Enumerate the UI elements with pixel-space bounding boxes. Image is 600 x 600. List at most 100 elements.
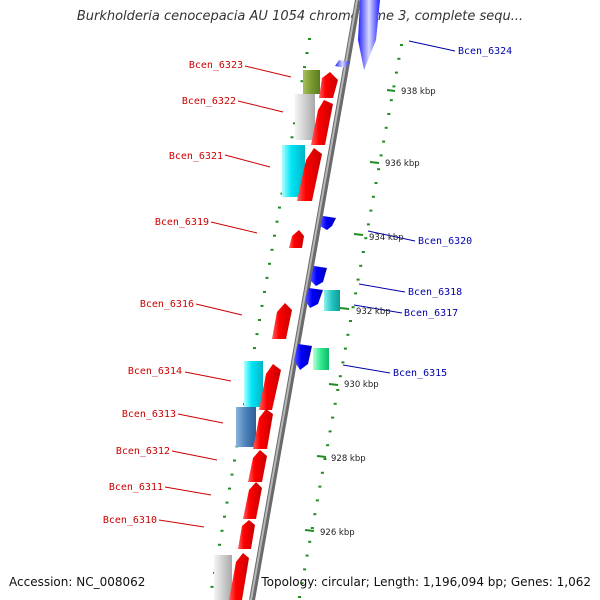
scale-dot bbox=[293, 122, 296, 125]
gene-arrow[interactable] bbox=[310, 266, 327, 286]
scale-dot bbox=[366, 223, 370, 226]
scale-dot bbox=[230, 473, 234, 476]
gene-label-bcen-6322[interactable]: Bcen_6322 bbox=[182, 96, 236, 107]
scale-label: 936 kbp bbox=[385, 159, 420, 169]
scale-dot bbox=[318, 485, 322, 488]
gene-label-bcen-6315[interactable]: Bcen_6315 bbox=[393, 368, 447, 379]
gene-label-bcen-6320[interactable]: Bcen_6320 bbox=[418, 236, 472, 247]
scale-dot bbox=[210, 585, 214, 588]
gene-arrow[interactable] bbox=[289, 230, 304, 248]
gene-box[interactable] bbox=[303, 70, 320, 94]
gene-label-bcen-6311[interactable]: Bcen_6311 bbox=[109, 482, 163, 493]
scale-dot bbox=[270, 248, 274, 251]
gene-arrow[interactable] bbox=[305, 288, 323, 308]
gene-box[interactable] bbox=[313, 348, 329, 370]
scale-dot bbox=[300, 80, 304, 83]
outer-dot-track bbox=[298, 44, 403, 598]
gene-arrow[interactable] bbox=[294, 344, 312, 370]
scale-dot bbox=[300, 582, 304, 585]
gene-arrow[interactable] bbox=[272, 303, 292, 339]
gene-label-bcen-6310[interactable]: Bcen_6310 bbox=[103, 515, 157, 526]
scale-dot bbox=[258, 319, 261, 321]
gene-label-bcen-6318[interactable]: Bcen_6318 bbox=[408, 287, 462, 298]
scale-dot bbox=[394, 71, 398, 74]
scale-dot bbox=[326, 444, 330, 447]
gene-box[interactable] bbox=[214, 555, 232, 600]
scale-dot bbox=[397, 57, 401, 60]
gene-box[interactable] bbox=[324, 290, 340, 311]
gene-label-bcen-6321[interactable]: Bcen_6321 bbox=[169, 151, 223, 162]
scale-dot bbox=[320, 471, 324, 474]
scale-dot bbox=[290, 136, 294, 139]
accession-text: Accession: NC_008062 bbox=[9, 575, 146, 589]
scale-dot bbox=[369, 209, 373, 212]
gene-arrow[interactable] bbox=[259, 364, 281, 410]
scale-label: 934 kbp bbox=[369, 233, 404, 243]
scale-label: 932 kbp bbox=[356, 307, 391, 317]
map-title: Burkholderia cenocepacia AU 1054 chromos… bbox=[76, 9, 524, 24]
scale-dot bbox=[354, 292, 358, 295]
scale-dot bbox=[323, 458, 327, 460]
scale-dot bbox=[392, 85, 396, 88]
gene-arrow[interactable] bbox=[229, 553, 249, 600]
gene-arrow[interactable] bbox=[358, 0, 380, 70]
gene-arrow[interactable] bbox=[243, 482, 262, 519]
scale-dot bbox=[310, 527, 314, 529]
scale-dot bbox=[303, 568, 307, 571]
gene-arrow[interactable] bbox=[311, 100, 333, 145]
gene-label-bcen-6313[interactable]: Bcen_6313 bbox=[122, 409, 176, 420]
gene-label-bcen-6316[interactable]: Bcen_6316 bbox=[140, 299, 194, 310]
gene-box[interactable] bbox=[282, 145, 305, 197]
scale-dot bbox=[273, 234, 276, 237]
scale-dot bbox=[341, 361, 345, 364]
gene-label-bcen-6319[interactable]: Bcen_6319 bbox=[155, 217, 209, 228]
scale-dot bbox=[384, 126, 388, 129]
scale-dot bbox=[338, 375, 342, 378]
scale-major-ticks bbox=[304, 89, 396, 532]
label-leader-lines bbox=[158, 40, 456, 528]
gene-label-bcen-6314[interactable]: Bcen_6314 bbox=[128, 366, 182, 377]
gene-label-bcen-6324[interactable]: Bcen_6324 bbox=[458, 46, 512, 57]
gene-box[interactable] bbox=[244, 361, 263, 407]
scale-dot bbox=[361, 251, 365, 253]
scale-dot bbox=[233, 459, 236, 462]
scale-dot bbox=[313, 513, 317, 516]
scale-label: 928 kbp bbox=[331, 454, 366, 464]
scale-dot bbox=[308, 540, 312, 543]
gene-label-bcen-6317[interactable]: Bcen_6317 bbox=[404, 308, 458, 319]
scale-dot bbox=[278, 206, 281, 209]
gene-arrow[interactable] bbox=[297, 148, 322, 201]
forward-gene-labels: Bcen_6323 Bcen_6322 Bcen_6321 Bcen_6319 … bbox=[103, 60, 243, 526]
scale-dot bbox=[379, 154, 383, 157]
gene-arrow[interactable] bbox=[335, 60, 350, 68]
gene-label-bcen-6312[interactable]: Bcen_6312 bbox=[116, 446, 170, 457]
scale-dot bbox=[336, 389, 340, 391]
scale-dot bbox=[228, 487, 231, 490]
scale-dot bbox=[382, 140, 386, 143]
scale-dot bbox=[255, 333, 259, 336]
gene-arrow[interactable] bbox=[319, 72, 338, 98]
gene-arrow[interactable] bbox=[320, 216, 336, 230]
gene-arrow[interactable] bbox=[238, 520, 255, 549]
scale-dot bbox=[356, 278, 360, 281]
scale-dot bbox=[308, 38, 311, 40]
scale-dot bbox=[387, 113, 391, 115]
gene-arrow[interactable] bbox=[253, 409, 273, 449]
gene-box[interactable] bbox=[236, 407, 256, 447]
gene-features[interactable] bbox=[214, 0, 380, 600]
scale-dot bbox=[305, 554, 309, 557]
gene-box[interactable] bbox=[295, 94, 315, 140]
scale-dot bbox=[389, 99, 393, 102]
scale-dot bbox=[253, 347, 256, 350]
gene-arrow[interactable] bbox=[248, 450, 267, 482]
scale-dot bbox=[400, 44, 403, 46]
scale-dot bbox=[346, 333, 350, 336]
scale-dot bbox=[359, 264, 363, 267]
scale-dot bbox=[305, 52, 309, 54]
scale-dot bbox=[263, 290, 266, 293]
scale-dot bbox=[333, 402, 337, 405]
gene-label-bcen-6323[interactable]: Bcen_6323 bbox=[189, 60, 243, 71]
scale-dot bbox=[371, 195, 375, 198]
scale-labels: 938 kbp 936 kbp 934 kbp 932 kbp 930 kbp … bbox=[320, 87, 436, 538]
